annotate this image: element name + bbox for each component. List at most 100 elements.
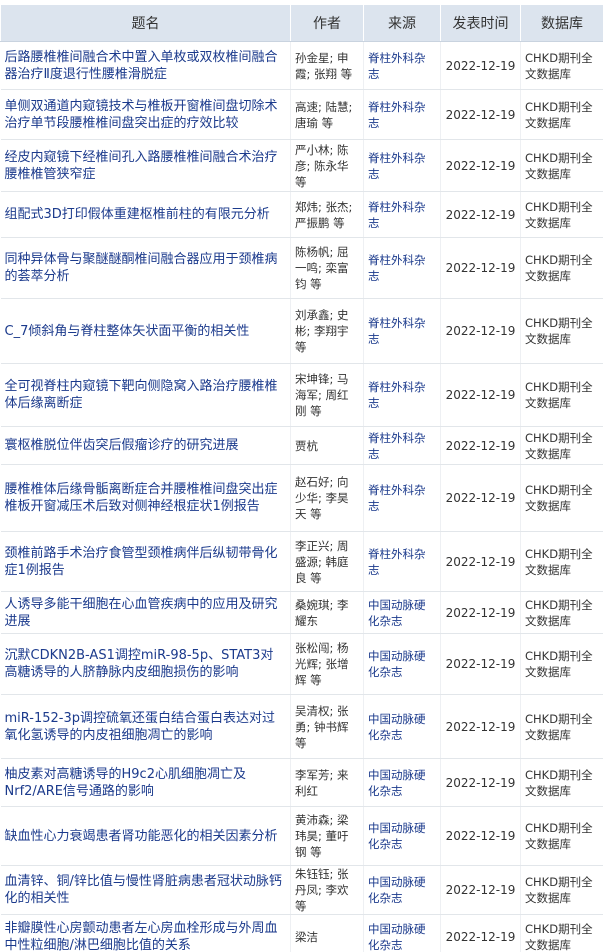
source[interactable]: 中国动脉硬化杂志 — [363, 914, 441, 952]
source[interactable]: 脊柱外科杂志 — [363, 41, 441, 90]
source[interactable]: 脊柱外科杂志 — [363, 363, 441, 427]
title-link[interactable]: 单侧双通道内窥镜技术与椎板开窗椎间盘切除术治疗单节段腰椎椎间盘突出症的疗效比较 — [0, 89, 291, 140]
publish-date: 2022-12-19 — [440, 758, 521, 807]
database: CHKD期刊全文数据库 — [520, 139, 603, 192]
table-row: 后路腰椎椎间融合术中置入单枚或双枚椎间融合器治疗Ⅱ度退行性腰椎滑脱症 孙金星; 申… — [0, 41, 603, 90]
publish-date: 2022-12-19 — [440, 139, 521, 192]
database: CHKD期刊全文数据库 — [520, 758, 603, 807]
publish-date: 2022-12-19 — [440, 191, 521, 238]
authors: 宋坤锋; 马海军; 周红刚 等 — [290, 363, 364, 427]
column-header[interactable]: 数据库 — [520, 4, 603, 42]
table-row: 沉默CDKN2B-AS1调控miR-98-5p、STAT3对高糖诱导的人脐静脉内… — [0, 633, 603, 695]
publish-date: 2022-12-19 — [440, 464, 521, 532]
source[interactable]: 脊柱外科杂志 — [363, 237, 441, 299]
title-link[interactable]: 寰枢椎脱位伴齿突后假瘤诊疗的研究进展 — [0, 426, 291, 465]
page: 题名 作者 来源 发表时间 数据库 后路腰椎椎间融合术中置入单枚或双枚椎间融合器治疗Ⅱ度… — [0, 4, 603, 952]
table-row: 非瓣膜性心房颤动患者左心房血栓形成与外周血中性粒细胞/淋巴细胞比值的关系 梁洁 中国… — [0, 914, 603, 952]
publish-date: 2022-12-19 — [440, 237, 521, 299]
database: CHKD期刊全文数据库 — [520, 298, 603, 364]
title-link[interactable]: 人诱导多能干细胞在心血管疾病中的应用及研究进展 — [0, 591, 291, 634]
source[interactable]: 中国动脉硬化杂志 — [363, 694, 441, 759]
title-link[interactable]: 经皮内窥镜下经椎间孔入路腰椎椎间融合术治疗腰椎椎管狭窄症 — [0, 139, 291, 192]
column-header[interactable]: 题名 — [0, 4, 291, 42]
title-link[interactable]: 腰椎椎体后缘骨骺离断症合并腰椎椎间盘突出症椎板开窗减压术后致对侧神经根症状1例报… — [0, 464, 291, 532]
title-link[interactable]: 后路腰椎椎间融合术中置入单枚或双枚椎间融合器治疗Ⅱ度退行性腰椎滑脱症 — [0, 41, 291, 90]
authors: 梁洁 — [290, 914, 364, 952]
publish-date: 2022-12-19 — [440, 694, 521, 759]
publish-date: 2022-12-19 — [440, 591, 521, 634]
table-row: 寰枢椎脱位伴齿突后假瘤诊疗的研究进展 贾杭 脊柱外科杂志 2022-12-19 CHKD… — [0, 426, 603, 465]
table-row: 全可视脊柱内窥镜下靶向侧隐窝入路治疗腰椎椎体后缘离断症 宋坤锋; 马海军; 周红刚… — [0, 363, 603, 427]
database: CHKD期刊全文数据库 — [520, 806, 603, 866]
authors: 李正兴; 周盛源; 韩庭良 等 — [290, 531, 364, 592]
authors: 严小林; 陈彦; 陈永华 等 — [290, 139, 364, 192]
table-row: 单侧双通道内窥镜技术与椎板开窗椎间盘切除术治疗单节段腰椎椎间盘突出症的疗效比较高… — [0, 89, 603, 140]
database: CHKD期刊全文数据库 — [520, 694, 603, 759]
database: CHKD期刊全文数据库 — [520, 363, 603, 427]
publish-date: 2022-12-19 — [440, 806, 521, 866]
title-link[interactable]: 非瓣膜性心房颤动患者左心房血栓形成与外周血中性粒细胞/淋巴细胞比值的关系 — [0, 914, 291, 952]
authors: 刘承鑫; 史彬; 李翔宇 等 — [290, 298, 364, 364]
authors: 吴清权; 张勇; 钟书辉 等 — [290, 694, 364, 759]
table-row: C_7倾斜角与脊柱整体矢状面平衡的相关性 刘承鑫; 史彬; 李翔宇 等脊柱外科杂志… — [0, 298, 603, 364]
title-link[interactable]: 缺血性心力衰竭患者肾功能恶化的相关因素分析 — [0, 806, 291, 866]
title-link[interactable]: C_7倾斜角与脊柱整体矢状面平衡的相关性 — [0, 298, 291, 364]
database: CHKD期刊全文数据库 — [520, 89, 603, 140]
column-header[interactable]: 来源 — [363, 4, 441, 42]
source[interactable]: 脊柱外科杂志 — [363, 464, 441, 532]
authors: 郑炜; 张杰; 严振鹏 等 — [290, 191, 364, 238]
source[interactable]: 中国动脉硬化杂志 — [363, 865, 441, 915]
publish-date: 2022-12-19 — [440, 363, 521, 427]
source[interactable]: 中国动脉硬化杂志 — [363, 806, 441, 866]
title-link[interactable]: 同种异体骨与聚醚醚酮椎间融合器应用于颈椎病的荟萃分析 — [0, 237, 291, 299]
title-link[interactable]: 血清锌、铜/锌比值与慢性肾脏病患者冠状动脉钙化的相关性 — [0, 865, 291, 915]
title-link[interactable]: miR-152-3p调控硫氧还蛋白结合蛋白表达对过氧化氢诱导的内皮祖细胞凋亡的影… — [0, 694, 291, 759]
title-link[interactable]: 沉默CDKN2B-AS1调控miR-98-5p、STAT3对高糖诱导的人脐静脉内… — [0, 633, 291, 695]
authors: 赵石好; 向少华; 李昊天 等 — [290, 464, 364, 532]
title-link[interactable]: 全可视脊柱内窥镜下靶向侧隐窝入路治疗腰椎椎体后缘离断症 — [0, 363, 291, 427]
publish-date: 2022-12-19 — [440, 914, 521, 952]
publish-date: 2022-12-19 — [440, 633, 521, 695]
table-row: 缺血性心力衰竭患者肾功能恶化的相关因素分析 黄沛森; 梁玮昊; 董吁钢 等中国动脉… — [0, 806, 603, 866]
title-link[interactable]: 柚皮素对高糖诱导的H9c2心肌细胞凋亡及Nrf2/ARE信号通路的影响 — [0, 758, 291, 807]
database: CHKD期刊全文数据库 — [520, 41, 603, 90]
database: CHKD期刊全文数据库 — [520, 426, 603, 465]
header-row: 题名 作者 来源 发表时间 数据库 — [0, 4, 603, 42]
source[interactable]: 脊柱外科杂志 — [363, 426, 441, 465]
table-row: miR-152-3p调控硫氧还蛋白结合蛋白表达对过氧化氢诱导的内皮祖细胞凋亡的影… — [0, 694, 603, 759]
source[interactable]: 脊柱外科杂志 — [363, 139, 441, 192]
database: CHKD期刊全文数据库 — [520, 633, 603, 695]
database: CHKD期刊全文数据库 — [520, 865, 603, 915]
table-row: 经皮内窥镜下经椎间孔入路腰椎椎间融合术治疗腰椎椎管狭窄症 严小林; 陈彦; 陈永华… — [0, 139, 603, 192]
column-header[interactable]: 作者 — [290, 4, 364, 42]
authors: 高速; 陆慧; 唐瑜 等 — [290, 89, 364, 140]
publish-date: 2022-12-19 — [440, 531, 521, 592]
authors: 孙金星; 申霞; 张翔 等 — [290, 41, 364, 90]
results-table: 题名 作者 来源 发表时间 数据库 后路腰椎椎间融合术中置入单枚或双枚椎间融合器治疗Ⅱ度… — [0, 4, 603, 952]
source[interactable]: 中国动脉硬化杂志 — [363, 591, 441, 634]
table-row: 血清锌、铜/锌比值与慢性肾脏病患者冠状动脉钙化的相关性 朱钰钰; 张丹凤; 李欢 … — [0, 865, 603, 915]
authors: 李军芳; 来利红 — [290, 758, 364, 807]
title-link[interactable]: 组配式3D打印假体重建枢椎前柱的有限元分析 — [0, 191, 291, 238]
database: CHKD期刊全文数据库 — [520, 191, 603, 238]
publish-date: 2022-12-19 — [440, 865, 521, 915]
authors: 桑婉琪; 李耀东 — [290, 591, 364, 634]
title-link[interactable]: 颈椎前路手术治疗食管型颈椎病伴后纵韧带骨化症1例报告 — [0, 531, 291, 592]
column-header[interactable]: 发表时间 — [440, 4, 521, 42]
source[interactable]: 中国动脉硬化杂志 — [363, 633, 441, 695]
authors: 朱钰钰; 张丹凤; 李欢 等 — [290, 865, 364, 915]
source[interactable]: 脊柱外科杂志 — [363, 298, 441, 364]
table-row: 同种异体骨与聚醚醚酮椎间融合器应用于颈椎病的荟萃分析 陈杨帆; 屈一鸣; 栾富钧 … — [0, 237, 603, 299]
authors: 陈杨帆; 屈一鸣; 栾富钧 等 — [290, 237, 364, 299]
database: CHKD期刊全文数据库 — [520, 591, 603, 634]
table-row: 人诱导多能干细胞在心血管疾病中的应用及研究进展 桑婉琪; 李耀东 中国动脉硬化杂志 2… — [0, 591, 603, 634]
source[interactable]: 中国动脉硬化杂志 — [363, 758, 441, 807]
table-row: 组配式3D打印假体重建枢椎前柱的有限元分析 郑炜; 张杰; 严振鹏 等脊柱外科杂志… — [0, 191, 603, 238]
table-body: 后路腰椎椎间融合术中置入单枚或双枚椎间融合器治疗Ⅱ度退行性腰椎滑脱症 孙金星; 申… — [0, 41, 603, 952]
source[interactable]: 脊柱外科杂志 — [363, 89, 441, 140]
database: CHKD期刊全文数据库 — [520, 914, 603, 952]
source[interactable]: 脊柱外科杂志 — [363, 531, 441, 592]
publish-date: 2022-12-19 — [440, 89, 521, 140]
source[interactable]: 脊柱外科杂志 — [363, 191, 441, 238]
publish-date: 2022-12-19 — [440, 426, 521, 465]
